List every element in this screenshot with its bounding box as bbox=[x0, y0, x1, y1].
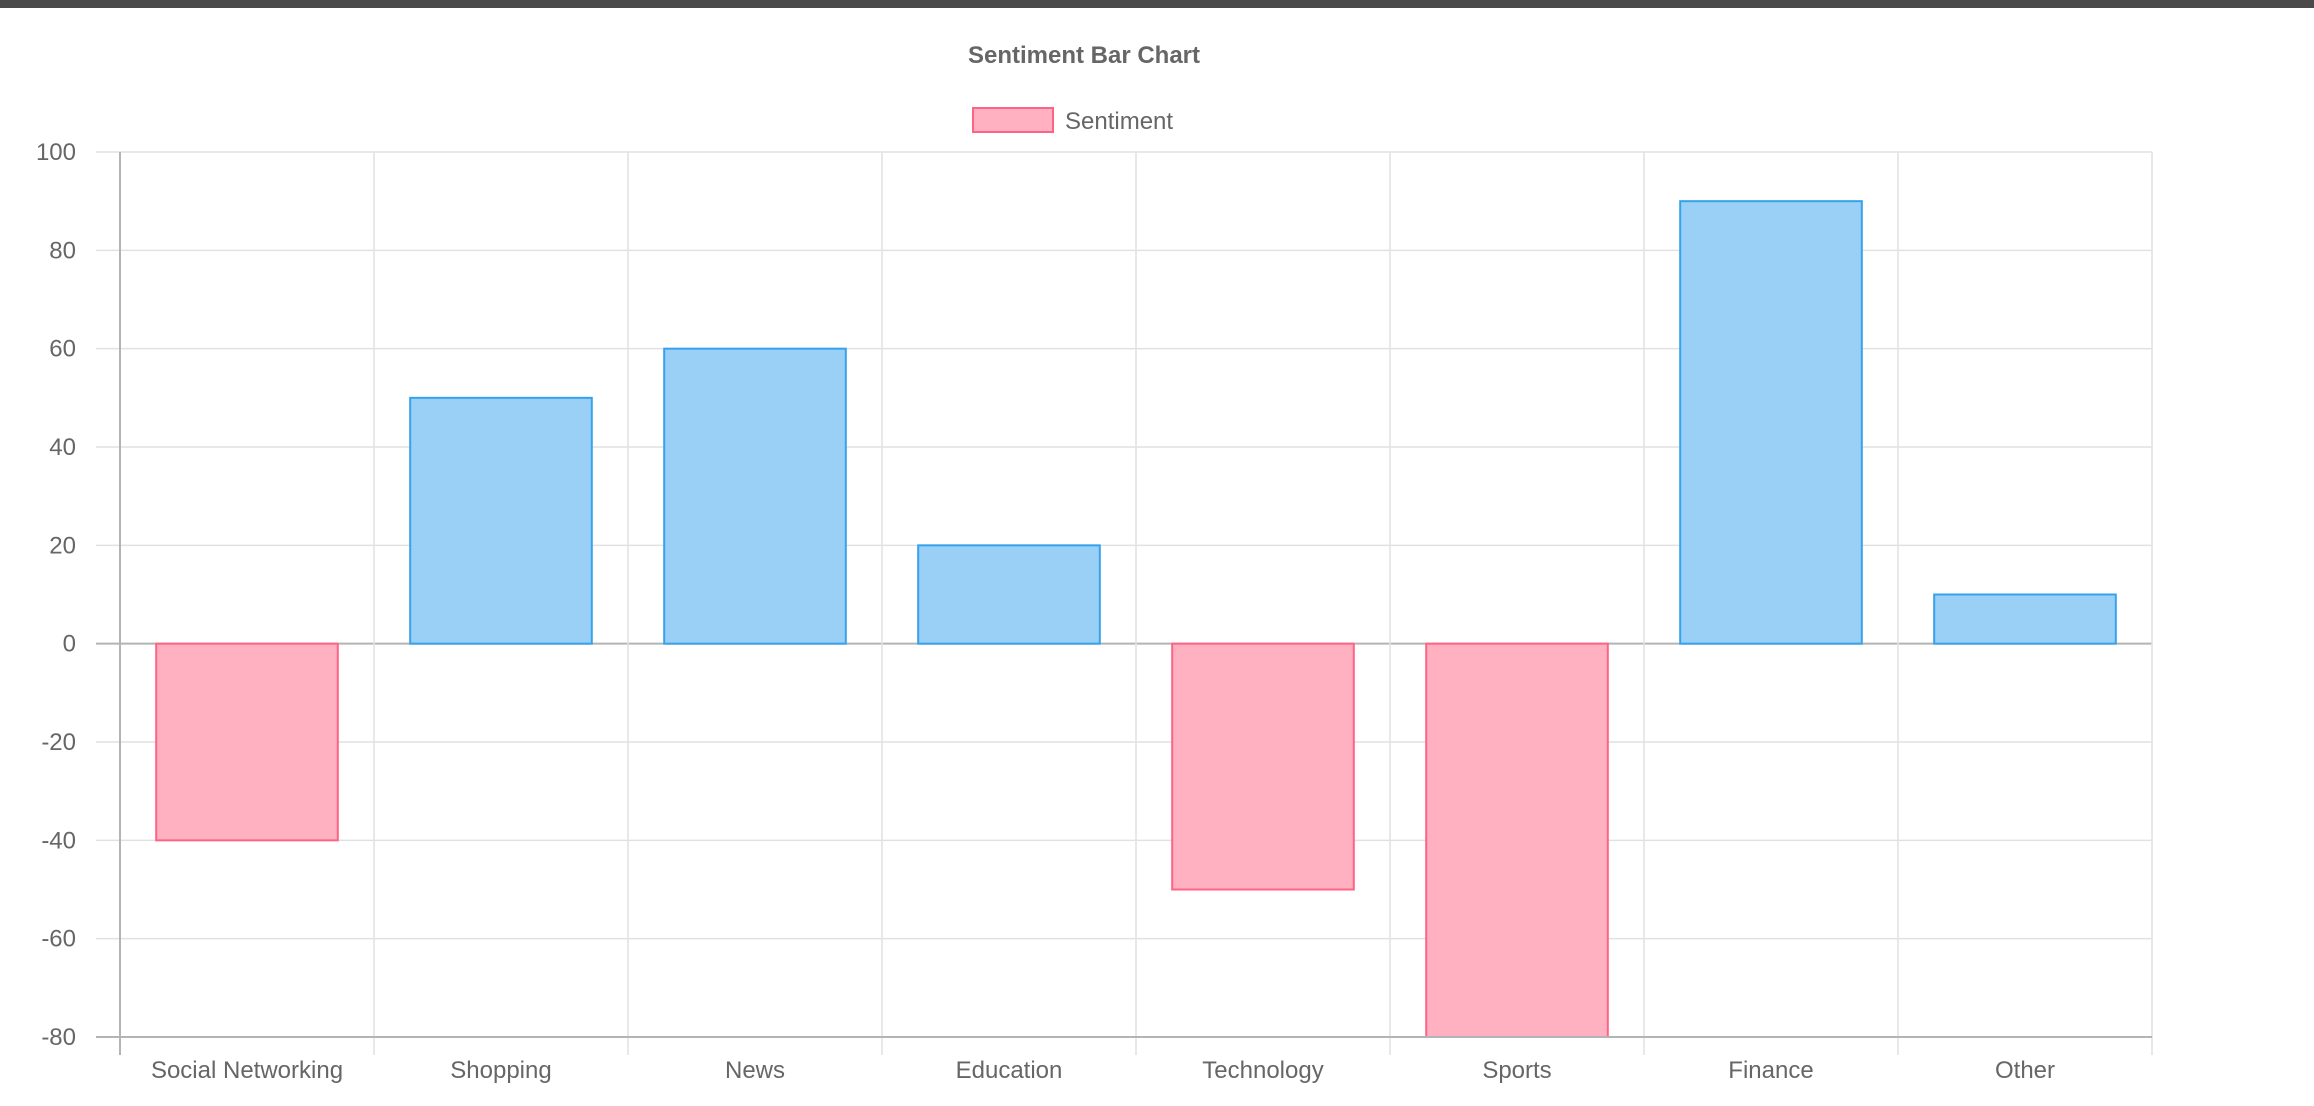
bar-technology[interactable] bbox=[1171, 642, 1355, 891]
y-tick-label: -60 bbox=[41, 926, 76, 953]
y-tick-label: -40 bbox=[41, 827, 76, 854]
x-tick-label: Shopping bbox=[450, 1057, 551, 1084]
x-tick-label: Sports bbox=[1482, 1057, 1551, 1084]
bars bbox=[155, 200, 2117, 1039]
y-tick-label: 0 bbox=[63, 631, 76, 658]
bar-social-networking[interactable] bbox=[155, 642, 339, 842]
y-axis-ticks: 100 80 60 40 20 0 -20 -40 -60 -80 bbox=[36, 139, 76, 1051]
y-tick-label: -20 bbox=[41, 729, 76, 756]
legend-swatch-sentiment[interactable] bbox=[972, 107, 1054, 133]
x-tick-label: Finance bbox=[1728, 1057, 1813, 1084]
axes bbox=[96, 152, 2152, 1055]
chart-title: Sentiment Bar Chart bbox=[968, 42, 1200, 69]
bar-news[interactable] bbox=[663, 347, 847, 645]
x-tick-label: News bbox=[725, 1057, 785, 1084]
x-tick-label: Technology bbox=[1202, 1057, 1323, 1084]
bar-sports[interactable] bbox=[1425, 642, 1609, 1039]
y-tick-label: 20 bbox=[49, 532, 76, 559]
x-tick-label: Education bbox=[956, 1057, 1063, 1084]
bar-education[interactable] bbox=[917, 544, 1101, 645]
y-tick-label: -80 bbox=[41, 1024, 76, 1051]
legend-label-sentiment[interactable]: Sentiment bbox=[1065, 108, 1173, 135]
y-tick-label: 100 bbox=[36, 139, 76, 166]
y-tick-label: 80 bbox=[49, 237, 76, 264]
x-axis-ticks: Social Networking Shopping News Education Te… bbox=[151, 1057, 2055, 1084]
bar-shopping[interactable] bbox=[409, 396, 593, 645]
x-tick-label: Other bbox=[1995, 1057, 2055, 1084]
window-top-bar bbox=[0, 0, 2314, 8]
legend[interactable]: Sentiment bbox=[972, 107, 1173, 135]
bar-finance[interactable] bbox=[1679, 200, 1863, 645]
y-tick-label: 40 bbox=[49, 434, 76, 461]
y-tick-label: 60 bbox=[49, 336, 76, 363]
bar-other[interactable] bbox=[1933, 593, 2117, 645]
x-tick-label: Social Networking bbox=[151, 1057, 343, 1084]
